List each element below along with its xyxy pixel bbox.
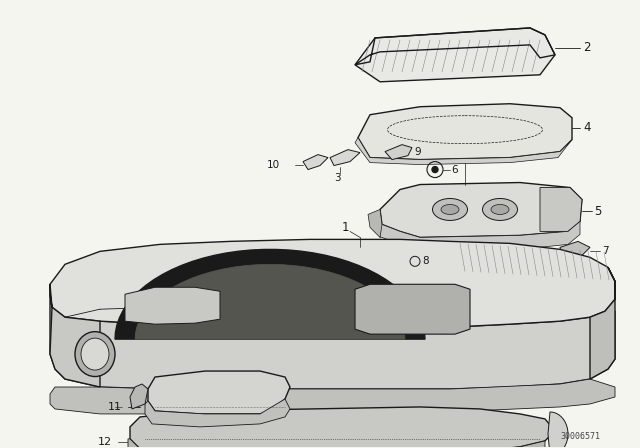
- Circle shape: [432, 167, 438, 172]
- Polygon shape: [50, 379, 615, 414]
- Ellipse shape: [483, 198, 518, 220]
- Polygon shape: [125, 287, 220, 324]
- Text: 4: 4: [583, 121, 591, 134]
- Polygon shape: [130, 384, 148, 409]
- Text: 1: 1: [341, 221, 349, 234]
- Polygon shape: [590, 267, 615, 379]
- Text: 11: 11: [108, 402, 122, 412]
- Polygon shape: [145, 399, 290, 427]
- Text: 3: 3: [333, 172, 340, 182]
- Polygon shape: [358, 104, 572, 159]
- Text: 2: 2: [583, 41, 591, 54]
- Ellipse shape: [433, 198, 467, 220]
- Polygon shape: [128, 439, 545, 448]
- Text: 30006571: 30006571: [560, 432, 600, 441]
- Polygon shape: [355, 28, 555, 82]
- Text: 5: 5: [594, 205, 602, 218]
- Polygon shape: [115, 250, 425, 339]
- Ellipse shape: [75, 332, 115, 376]
- Polygon shape: [560, 241, 590, 259]
- Polygon shape: [135, 264, 405, 339]
- Polygon shape: [368, 210, 382, 237]
- Polygon shape: [50, 239, 615, 329]
- Polygon shape: [540, 188, 582, 232]
- Ellipse shape: [441, 204, 459, 215]
- Polygon shape: [385, 145, 412, 159]
- Text: 10: 10: [267, 159, 280, 170]
- Text: 8: 8: [422, 256, 429, 266]
- Polygon shape: [303, 155, 328, 169]
- Text: 7: 7: [602, 246, 609, 256]
- Polygon shape: [50, 294, 615, 389]
- Polygon shape: [130, 407, 555, 448]
- Polygon shape: [148, 371, 290, 414]
- Polygon shape: [330, 150, 360, 166]
- Ellipse shape: [81, 338, 109, 370]
- Polygon shape: [380, 182, 582, 237]
- Text: 12: 12: [98, 437, 112, 447]
- Polygon shape: [548, 412, 568, 448]
- Text: 9: 9: [414, 146, 420, 157]
- Text: 6: 6: [451, 164, 458, 175]
- Polygon shape: [355, 138, 572, 164]
- Ellipse shape: [491, 204, 509, 215]
- Polygon shape: [380, 221, 580, 251]
- Polygon shape: [355, 284, 470, 334]
- Polygon shape: [50, 284, 100, 387]
